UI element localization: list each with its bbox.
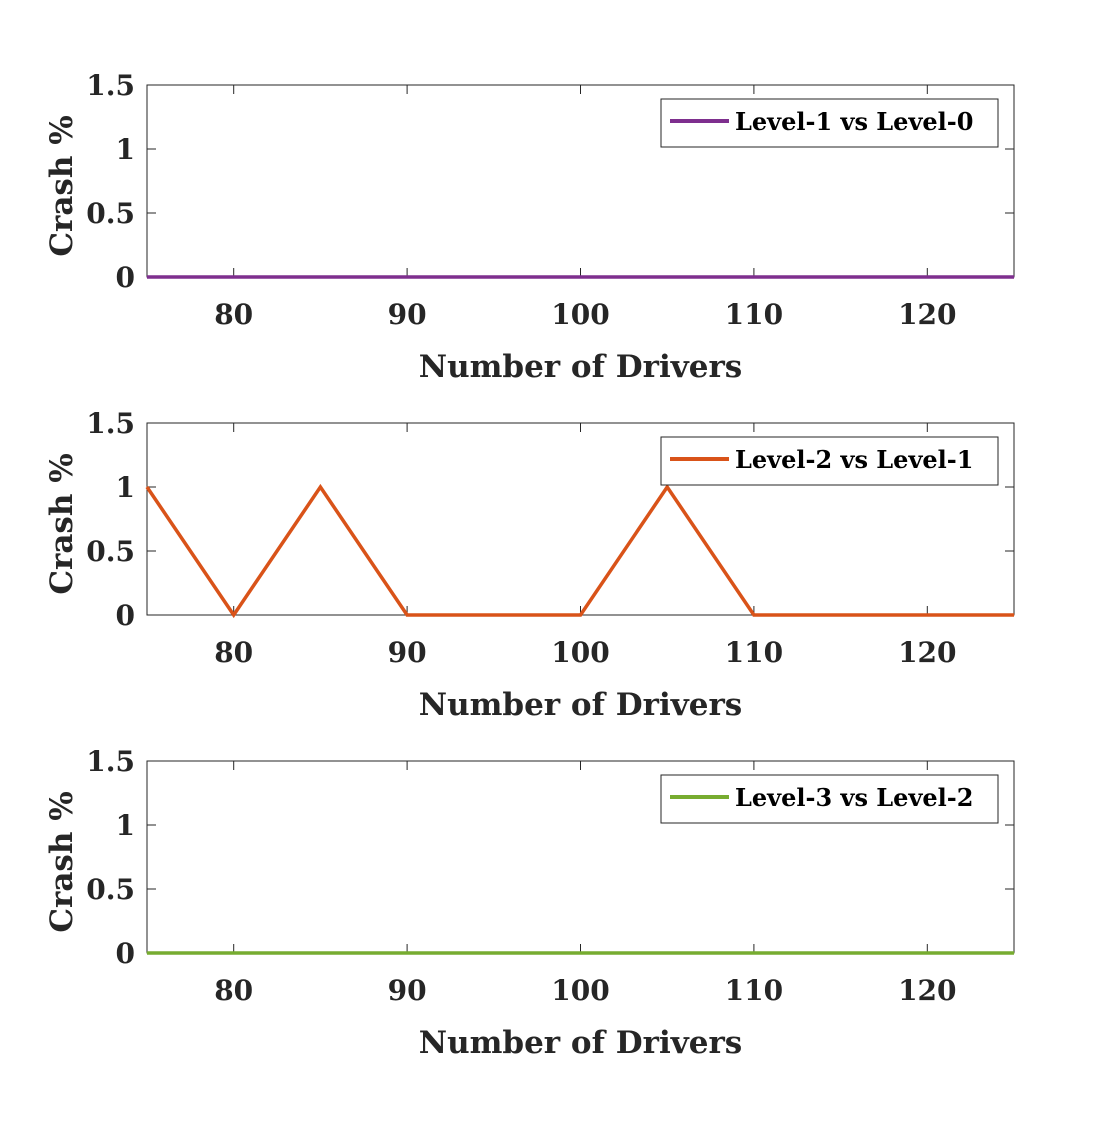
- y-tick-label: 0.5: [86, 873, 135, 906]
- data-point: [493, 276, 495, 278]
- data-point: [406, 276, 408, 278]
- legend-label: Level-3 vs Level-2: [735, 783, 973, 812]
- data-point: [406, 614, 408, 616]
- data-point: [926, 276, 928, 278]
- y-tick-label: 0: [116, 261, 135, 294]
- data-point: [233, 952, 235, 954]
- data-point: [926, 614, 928, 616]
- x-axis-label: Number of Drivers: [419, 349, 743, 385]
- data-point: [1013, 614, 1015, 616]
- y-axis-label: Crash %: [44, 791, 80, 932]
- x-tick-label: 80: [214, 298, 253, 331]
- chart-panel-2: 80 90 100 110 120 0 0.5 1 1.5 Number of Drivers Cr…: [44, 407, 1015, 723]
- y-tick-label: 0.5: [86, 197, 135, 230]
- data-point: [753, 952, 755, 954]
- data-point: [493, 614, 495, 616]
- data-point: [233, 614, 235, 616]
- data-point: [753, 614, 755, 616]
- data-point: [1013, 276, 1015, 278]
- legend-label: Level-2 vs Level-1: [735, 445, 973, 474]
- x-tick-label: 100: [551, 298, 609, 331]
- data-point: [493, 952, 495, 954]
- data-point: [406, 952, 408, 954]
- data-point: [319, 486, 321, 488]
- data-point: [840, 614, 842, 616]
- y-tick-label: 1.5: [86, 407, 135, 440]
- x-tick-label: 100: [551, 974, 609, 1007]
- x-axis-label: Number of Drivers: [419, 1025, 743, 1061]
- y-tick-label: 1: [116, 133, 135, 166]
- x-tick-label: 110: [725, 974, 783, 1007]
- data-point: [1013, 952, 1015, 954]
- data-point: [146, 952, 148, 954]
- data-point: [233, 276, 235, 278]
- x-tick-label: 80: [214, 636, 253, 669]
- data-point: [146, 486, 148, 488]
- x-tick-label: 120: [898, 974, 956, 1007]
- data-point: [580, 276, 581, 278]
- data-point: [319, 276, 321, 278]
- data-point: [666, 952, 668, 954]
- data-point: [146, 276, 148, 278]
- legend-label: Level-1 vs Level-0: [735, 107, 973, 136]
- data-point: [580, 952, 581, 954]
- data-point: [840, 276, 842, 278]
- chart-panel-3: 80 90 100 110 120 0 0.5 1 1.5 Number of Drivers Cr…: [44, 745, 1015, 1061]
- data-point: [666, 486, 668, 488]
- x-tick-label: 90: [388, 298, 427, 331]
- y-tick-label: 1: [116, 471, 135, 504]
- y-tick-label: 1.5: [86, 745, 135, 778]
- y-tick-label: 1: [116, 809, 135, 842]
- data-point: [666, 276, 668, 278]
- data-point: [319, 952, 321, 954]
- series-line-2: [145, 483, 1014, 619]
- y-tick-label: 0: [116, 937, 135, 970]
- chart-panel-1: 80 90 100 110 120 0 0.5 1 1.5 Number of Drivers Cr…: [44, 69, 1015, 385]
- y-tick-label: 1.5: [86, 69, 135, 102]
- x-tick-label: 90: [388, 974, 427, 1007]
- x-tick-label: 110: [725, 636, 783, 669]
- x-tick-label: 90: [388, 636, 427, 669]
- x-axis-label: Number of Drivers: [419, 687, 743, 723]
- x-tick-label: 80: [214, 974, 253, 1007]
- data-point: [580, 614, 581, 616]
- y-tick-label: 0.5: [86, 535, 135, 568]
- y-axis-label: Crash %: [44, 453, 80, 594]
- x-tick-label: 120: [898, 298, 956, 331]
- data-point: [753, 276, 755, 278]
- y-tick-label: 0: [116, 599, 135, 632]
- data-point: [926, 952, 928, 954]
- x-tick-label: 100: [551, 636, 609, 669]
- x-tick-label: 120: [898, 636, 956, 669]
- x-tick-label: 110: [725, 298, 783, 331]
- data-point: [840, 952, 842, 954]
- y-axis-label: Crash %: [44, 115, 80, 256]
